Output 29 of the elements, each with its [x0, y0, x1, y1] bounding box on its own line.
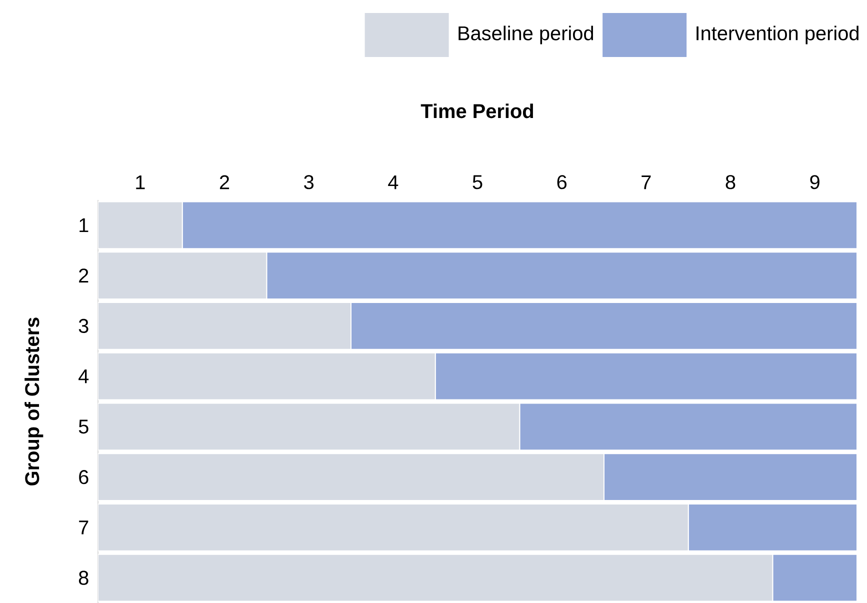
legend-label: Intervention period [696, 26, 858, 44]
bar [350, 302, 857, 350]
bar [266, 252, 857, 300]
y-tick-label: 7 [79, 520, 88, 534]
x-tick-label: 6 [557, 175, 566, 190]
bar [688, 504, 857, 552]
y-tick-label: 4 [78, 369, 89, 384]
x-tick-label: 9 [810, 175, 820, 190]
bar [182, 202, 857, 249]
x-tick-label: 7 [642, 175, 651, 190]
x-tick-label: 1 [136, 175, 145, 190]
x-tick-label: 2 [220, 175, 230, 190]
y-tick-label: 6 [79, 470, 88, 484]
x-tick-label: 4 [388, 175, 398, 190]
bar [519, 402, 857, 451]
y-tick-label: 8 [78, 570, 88, 585]
y-axis-title: Group of Clusters [24, 318, 44, 486]
bar [603, 453, 857, 501]
x-tick-label: 5 [472, 175, 482, 190]
y-tick-label: 2 [79, 268, 88, 283]
x-tick-label: 8 [726, 175, 736, 190]
x-axis-title: Time Period [420, 104, 534, 118]
bar [772, 554, 857, 602]
y-tick-label: 3 [78, 318, 88, 333]
legend-label: Baseline period [458, 26, 594, 44]
x-tick-label: 3 [304, 175, 314, 190]
y-tick-label: 5 [78, 420, 88, 434]
y-tick-label: 1 [80, 218, 88, 232]
bar [434, 352, 857, 400]
